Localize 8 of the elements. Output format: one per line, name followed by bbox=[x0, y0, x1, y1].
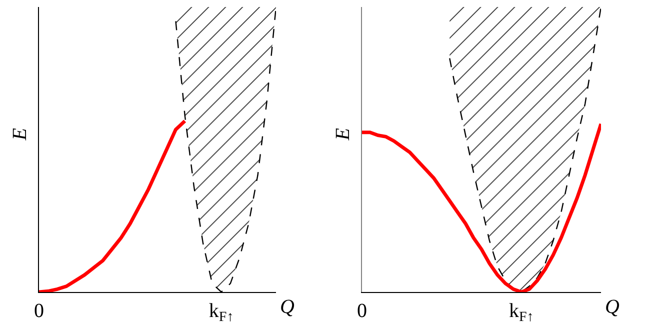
x-axis-title: Q bbox=[280, 296, 295, 318]
x-tick-label: k$_{F↑}$ bbox=[208, 300, 234, 326]
y-axis-title: E bbox=[8, 128, 31, 142]
x-tick-label: k$_{F↑}$ bbox=[508, 300, 534, 326]
x-tick-label: 0 bbox=[34, 300, 44, 322]
x-axis-title: Q bbox=[605, 296, 620, 318]
y-axis-title: E bbox=[332, 128, 354, 142]
x-tick-label: 0 bbox=[357, 300, 367, 322]
